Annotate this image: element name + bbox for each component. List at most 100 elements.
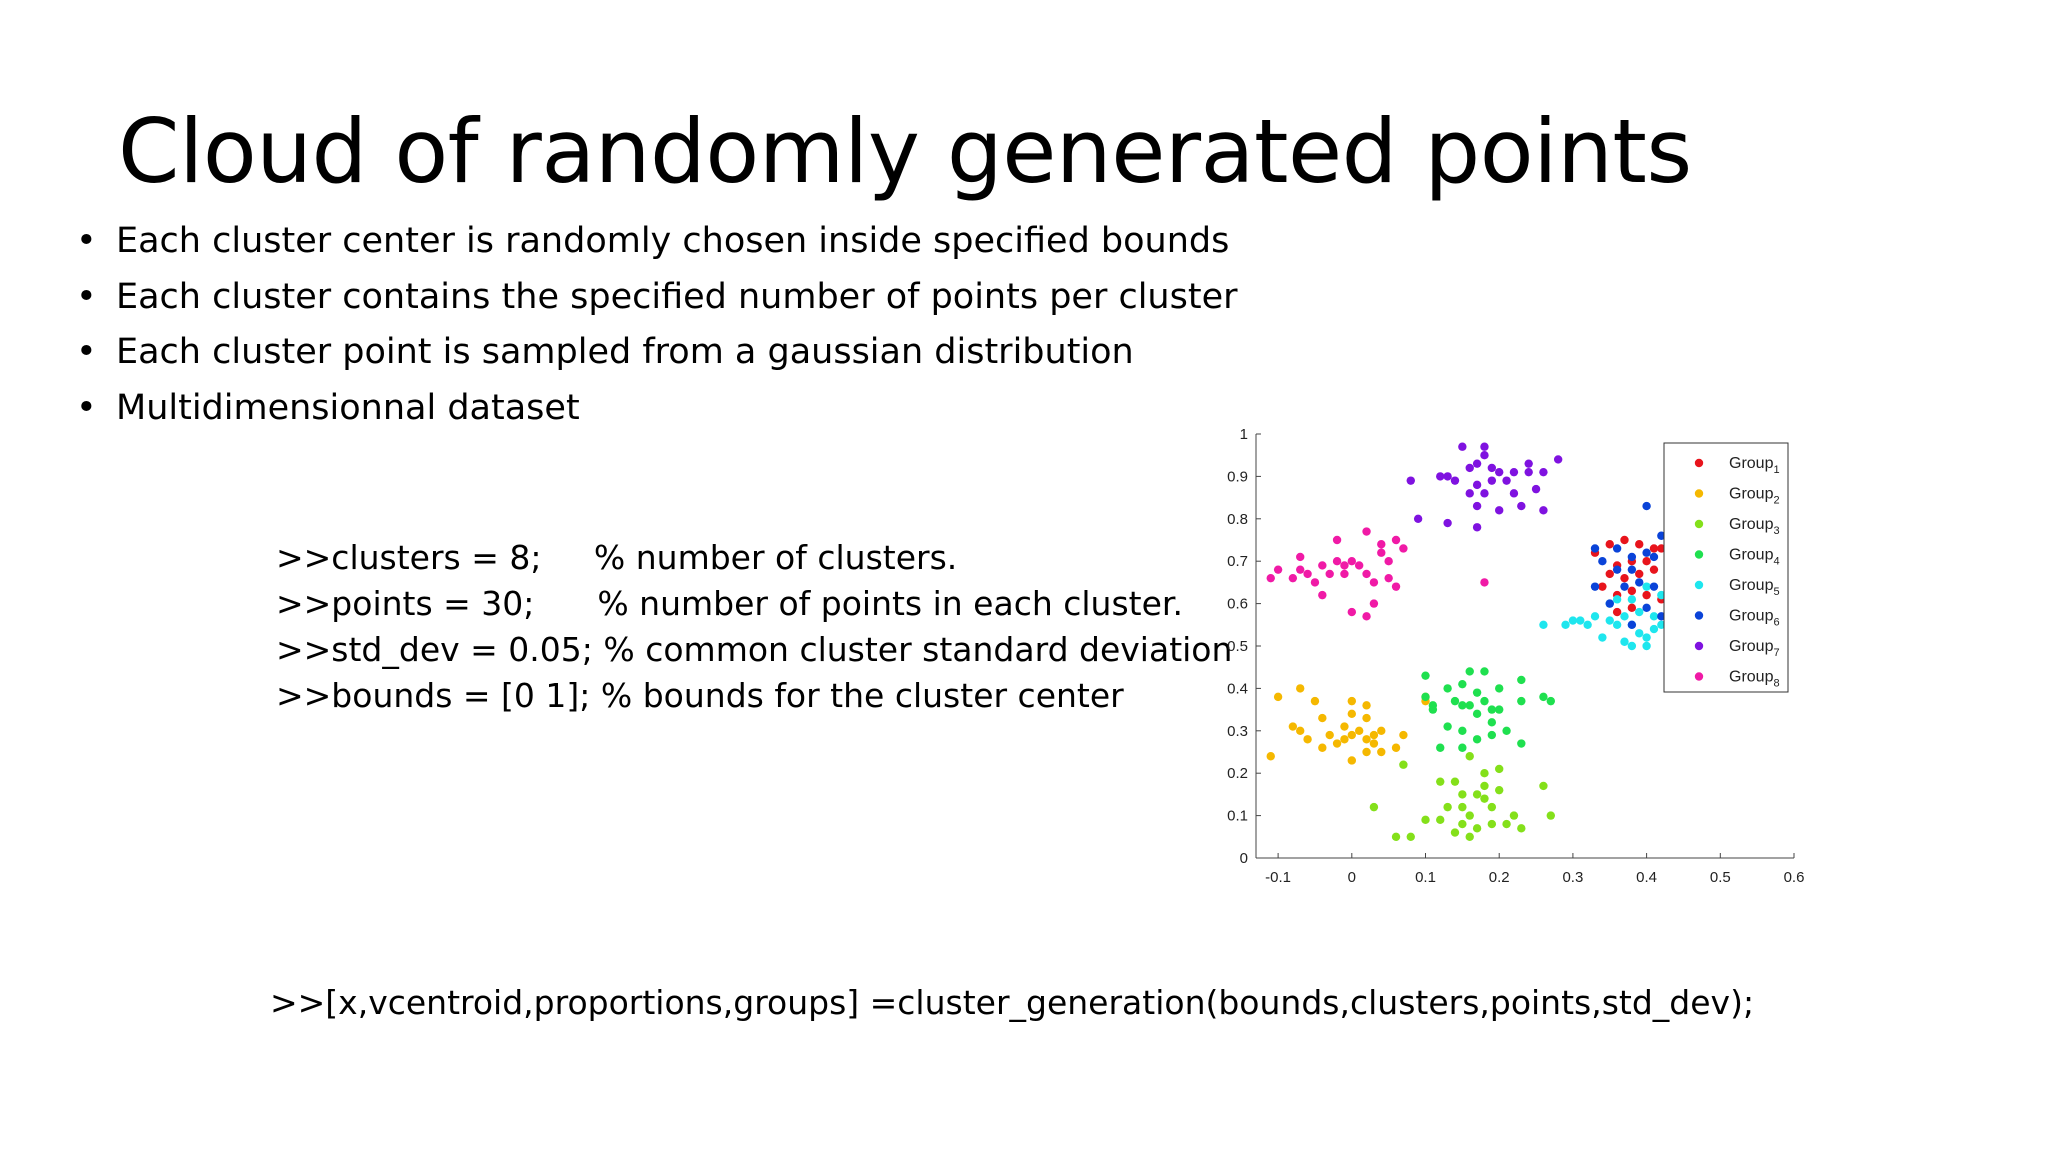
data-point [1502,819,1511,829]
data-point [1539,781,1548,791]
data-point [1605,540,1614,549]
data-point [1465,667,1474,676]
data-point [1436,815,1445,825]
data-point [1377,540,1386,549]
data-point [1362,735,1371,744]
data-point [1391,832,1401,841]
data-point [1413,514,1423,523]
data-point [1458,442,1467,451]
data-point [1421,692,1430,702]
data-point [1377,747,1386,757]
data-point [1332,557,1342,566]
data-point [1399,544,1408,553]
data-point [1472,480,1482,490]
code-line: >>clusters = 8; % number of clusters. [276,538,958,577]
data-point [1296,565,1305,574]
data-point [1340,735,1349,744]
data-point [1495,705,1504,714]
data-point [1318,590,1327,600]
data-point [1480,794,1489,803]
data-point [1642,582,1651,591]
data-point [1627,603,1637,613]
data-point [1627,586,1637,596]
data-point [1369,730,1379,740]
x-tick-label: 0.3 [1562,869,1583,886]
data-point [1362,612,1371,621]
data-point [1318,561,1327,570]
data-point [1465,832,1474,841]
data-point [1642,501,1651,511]
data-point [1443,518,1452,528]
data-point [1509,467,1519,477]
data-point [1627,565,1637,574]
data-point [1649,552,1659,562]
data-point [1450,828,1460,837]
data-point [1369,599,1379,608]
data-point [1642,557,1651,566]
legend-label: Group2 [1729,486,1780,507]
data-point [1649,582,1659,591]
data-point [1590,582,1600,591]
data-point [1362,701,1371,710]
bullet-item: Multidimensionnal dataset [72,381,1238,437]
data-point [1539,506,1548,515]
data-point [1458,743,1467,752]
data-point [1347,709,1357,719]
y-tick-label: 0.1 [1227,808,1248,825]
data-point [1487,730,1497,740]
data-point [1583,620,1592,629]
data-point [1296,552,1305,562]
data-point [1517,696,1526,706]
data-point [1406,476,1415,485]
x-tick-label: 0 [1348,869,1356,886]
data-point [1517,675,1526,685]
data-point [1340,561,1349,570]
data-point [1465,701,1474,710]
data-point [1480,489,1489,498]
command-line: >>[x,vcentroid,proportions,groups] =clus… [270,983,1755,1022]
data-point [1391,535,1401,545]
data-point [1472,824,1482,833]
data-point [1495,785,1504,795]
data-point [1362,569,1371,579]
y-tick-label: 0.6 [1227,596,1248,613]
legend-label: Group6 [1729,608,1780,629]
data-point [1657,544,1666,553]
legend-marker [1694,580,1704,590]
data-point [1480,442,1489,451]
data-point [1347,696,1357,706]
data-point [1450,777,1460,786]
legend-box [1663,442,1789,693]
data-point [1657,612,1666,621]
legend-label: Group5 [1729,577,1780,598]
data-point [1391,582,1401,591]
data-point [1303,569,1312,579]
legend-marker [1694,641,1704,651]
y-tick-label: 0.7 [1227,553,1248,570]
x-tick-label: 0.6 [1784,869,1805,886]
data-point [1406,832,1415,841]
data-point [1436,472,1445,481]
data-point [1347,730,1357,740]
data-point [1273,565,1283,574]
data-point [1642,603,1651,613]
data-point [1657,531,1666,540]
data-point [1318,743,1327,752]
legend-marker [1694,550,1704,559]
data-point [1362,747,1371,757]
data-point [1296,726,1305,735]
data-point [1472,735,1482,744]
data-point [1495,506,1504,515]
data-point [1487,819,1497,829]
code-line: >>bounds = [0 1]; % bounds for the clust… [276,676,1124,715]
data-point [1450,696,1460,706]
data-point [1517,501,1526,511]
data-point [1480,769,1489,778]
y-tick-label: 1 [1240,426,1248,443]
data-point [1369,802,1379,812]
x-tick-label: 0.2 [1489,869,1510,886]
y-tick-label: 0 [1240,850,1248,867]
data-point [1458,726,1467,735]
data-point [1620,582,1629,591]
data-point [1612,544,1622,553]
